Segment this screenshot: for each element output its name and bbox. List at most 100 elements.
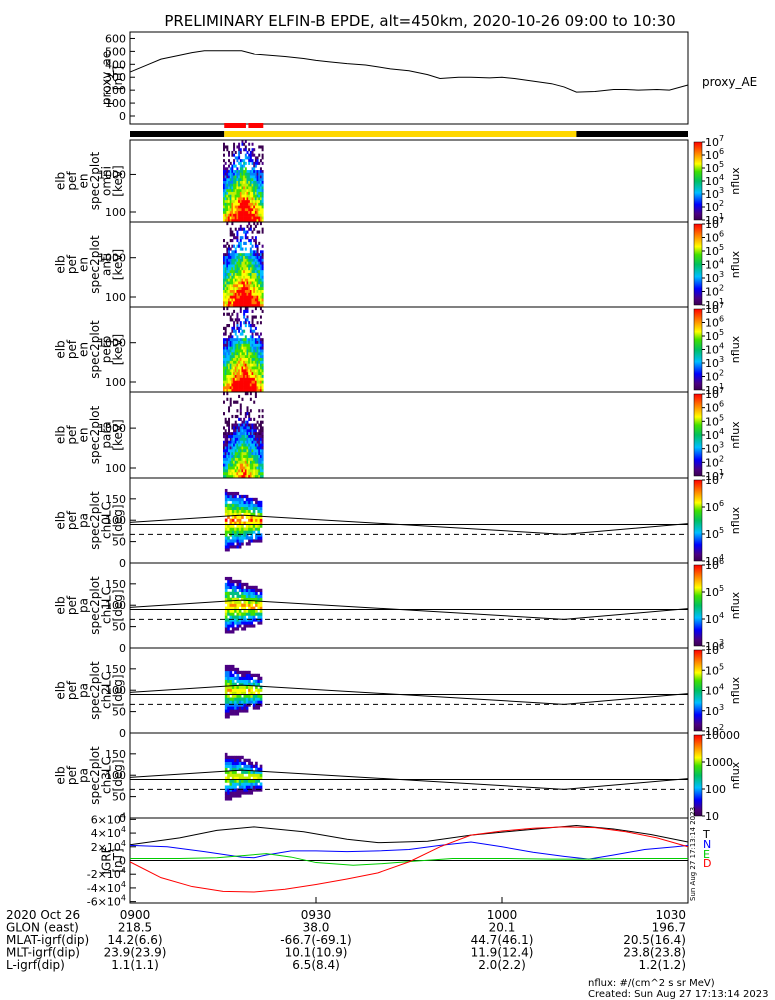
spectrogram-cell — [231, 167, 234, 171]
spectrogram-cell — [224, 273, 227, 277]
spectrogram-cell — [234, 332, 237, 336]
spectrogram-cell — [251, 443, 254, 447]
spectrogram-cell — [238, 186, 241, 190]
spectrogram-cell — [255, 497, 258, 502]
spectrogram-cell — [244, 463, 247, 467]
spectrogram-cell — [261, 213, 264, 217]
y-label-line: [nT] — [111, 848, 125, 872]
spectrogram-cell — [234, 545, 237, 549]
spectrogram-cell — [254, 426, 257, 430]
spectrogram-cell — [224, 612, 228, 616]
spectrogram-cell — [253, 315, 256, 319]
spectrogram-cell — [248, 324, 251, 328]
colorbar-tick-label: 105 — [705, 413, 724, 428]
x-row-label: MLAT-igrf(dip) — [6, 933, 89, 947]
spectrogram-cell — [224, 627, 228, 631]
spectrogram-cell — [234, 491, 237, 496]
spectrogram-cell — [243, 164, 246, 168]
spectrogram-cell — [229, 219, 232, 223]
spectrogram-cell — [253, 261, 256, 265]
spectrogram-cell — [234, 304, 237, 308]
spectrogram-cell — [259, 205, 262, 209]
spectrogram-cell — [236, 205, 239, 209]
spectrogram-cell — [253, 197, 256, 201]
spectrogram-cell — [243, 530, 247, 534]
spectrogram-cell — [239, 338, 242, 342]
colorbar-tick-label: 103 — [705, 703, 724, 718]
spectrogram-cell — [224, 191, 227, 195]
y-label-line: [nT] — [111, 66, 125, 90]
spectrogram-cell — [231, 197, 234, 201]
spectrogram-cell — [255, 539, 258, 543]
spectrogram-cell — [227, 785, 230, 789]
spectrogram-cell — [248, 609, 251, 613]
spectrogram-cell — [258, 270, 261, 274]
spectrogram-cell — [255, 679, 258, 683]
spectrogram-cell — [224, 349, 227, 353]
spectrogram-cell — [234, 791, 237, 795]
spectrogram-cell — [251, 148, 254, 152]
spectrogram-cell — [246, 172, 249, 176]
spectrogram-cell — [241, 423, 244, 427]
spectrogram-cell — [250, 691, 254, 695]
colorbar-tick-label: 106 — [705, 400, 724, 415]
spectrogram-cell — [236, 621, 240, 625]
spectrogram-cell — [243, 253, 246, 257]
spectrogram-cell — [224, 205, 227, 209]
spectrogram-cell — [251, 290, 254, 294]
spectrogram-cell — [224, 457, 227, 462]
spectrogram-cell — [231, 618, 235, 622]
spectrogram-cell — [248, 767, 251, 771]
spectrogram-cell — [259, 360, 262, 364]
spectrogram-cell — [227, 694, 230, 698]
spectrogram-cell — [248, 594, 251, 598]
spectrogram-cell — [248, 521, 251, 525]
spectrogram-cell — [223, 159, 225, 163]
spectrogram-cell — [249, 372, 252, 376]
spectrogram-cell — [238, 355, 241, 359]
spectrogram-cell — [231, 472, 234, 476]
spectrogram-cell — [248, 194, 251, 198]
spectrogram-cell — [259, 591, 263, 595]
spectrogram-cell — [255, 597, 258, 601]
spectrogram-cell — [249, 267, 252, 271]
spectrogram-cell — [249, 183, 252, 187]
spectrogram-cell — [259, 253, 262, 257]
spectrogram-cell — [259, 694, 263, 698]
spectrogram-cell — [238, 609, 242, 613]
spectrogram-cell — [233, 145, 236, 149]
spectrogram-cell — [244, 219, 247, 223]
spectrogram-cell — [229, 397, 232, 401]
spectrogram-cell — [252, 594, 256, 598]
spectrogram-cell — [257, 530, 261, 534]
colorbar-tick-label: 104 — [705, 173, 724, 188]
spectrogram-cell — [255, 767, 258, 771]
spectrogram-cell — [223, 170, 225, 174]
spectrogram-cell — [229, 230, 232, 234]
spectrogram-cell — [226, 338, 229, 342]
spectrogram-cell — [244, 205, 247, 209]
spectrogram-cell — [258, 241, 261, 245]
spectrogram-cell — [223, 244, 225, 248]
spectrogram-cell — [259, 183, 262, 187]
spectrogram-cell — [226, 358, 229, 362]
spectrogram-cell — [236, 383, 239, 387]
spectrogram-cell — [241, 205, 244, 209]
spectrogram-cell — [238, 205, 241, 209]
spectrogram-cell — [228, 247, 231, 251]
spectrogram-cell — [238, 542, 242, 546]
spectrogram-cell — [238, 256, 241, 260]
spectrogram-cell — [229, 585, 233, 590]
spectrogram-cell — [233, 466, 236, 470]
spectrogram-cell — [249, 375, 252, 379]
ae-tick-label: 400 — [105, 58, 126, 71]
spectrogram — [224, 488, 263, 552]
spectrogram-cell — [224, 386, 227, 390]
spectrogram-cell — [228, 417, 231, 421]
spectrogram-cell — [224, 290, 227, 294]
spectrogram-cell — [227, 603, 230, 607]
spectrogram-cell — [234, 497, 237, 502]
spectrogram-cell — [224, 178, 227, 182]
spectrogram-cell — [259, 423, 262, 427]
spectrogram-cell — [249, 343, 252, 347]
